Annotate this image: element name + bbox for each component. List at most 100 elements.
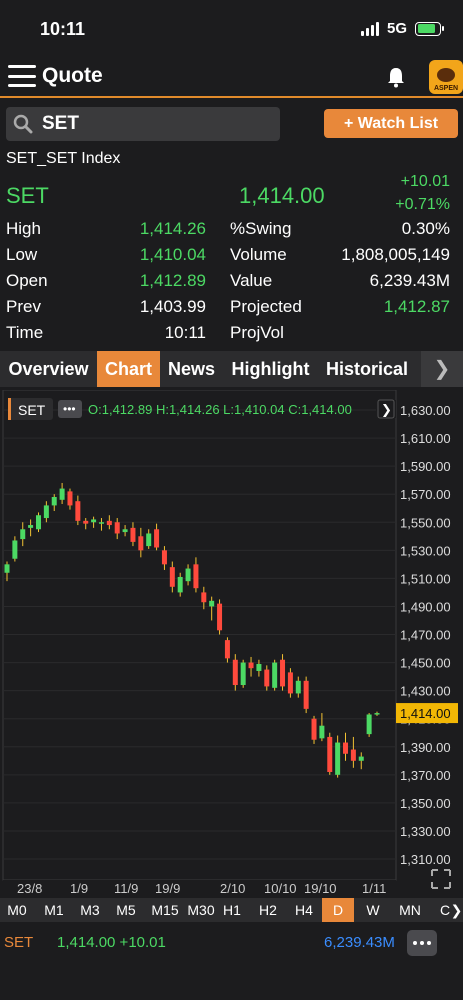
candle	[35, 515, 41, 530]
search-icon	[13, 114, 33, 134]
candle	[366, 714, 372, 735]
stat-label: %Swing	[230, 219, 292, 238]
chart-header-expand-icon[interactable]: ❯	[381, 402, 392, 418]
stat-label: High	[6, 219, 41, 238]
y-tick-label: 1,590.00	[400, 459, 451, 474]
network-type: 5G	[386, 20, 407, 37]
candle	[146, 533, 152, 547]
candle	[374, 713, 380, 715]
timeframe-h4[interactable]: H4	[295, 902, 313, 918]
candle	[311, 718, 317, 740]
more-options-button[interactable]	[407, 930, 437, 956]
stat-value: 1,412.89	[139, 271, 206, 290]
stat-row: Prev 1,403.99 Projected 1,412.87	[0, 297, 463, 323]
candle	[209, 600, 215, 607]
timeframe-c[interactable]: C	[439, 902, 451, 918]
candle	[224, 640, 230, 659]
fullscreen-icon[interactable]	[430, 868, 452, 890]
bell-icon[interactable]	[386, 66, 406, 88]
chart-symbol[interactable]: SET	[18, 402, 46, 418]
status-bar: 10:11 5G	[0, 0, 463, 56]
candle	[51, 496, 57, 506]
logo-emblem-icon	[437, 68, 455, 82]
candle	[154, 529, 160, 548]
candlestick-chart[interactable]: 1,630.00 1,610.00 1,590.00 1,570.00 1,550.00…	[0, 389, 463, 898]
candle	[161, 550, 167, 565]
stat-row: Low 1,410.04 Volume 1,808,005,149	[0, 245, 463, 271]
more-dots-icon: •••	[63, 402, 76, 416]
x-tick-label: 19/10	[304, 881, 337, 896]
y-tick-label: 1,450.00	[400, 656, 451, 671]
candle	[319, 725, 325, 739]
tab-highlight[interactable]: Highlight	[231, 359, 310, 379]
candle	[12, 540, 18, 559]
timeframe-selector: M0 M1 M3 M5 M15 M30 H1 H2 H4 D W MN C ❯	[0, 898, 463, 922]
candle	[232, 659, 238, 686]
candle	[91, 519, 97, 523]
percent-change: +0.71%	[395, 196, 450, 213]
timeframe-m5[interactable]: M5	[116, 902, 136, 918]
candle	[59, 488, 65, 500]
tab-historical[interactable]: Historical	[325, 359, 409, 379]
y-tick-label: 1,430.00	[400, 684, 451, 699]
timeframe-h1[interactable]: H1	[223, 902, 241, 918]
stat-label: Low	[6, 245, 38, 264]
y-tick-label: 1,630.00	[400, 403, 451, 418]
timeframe-w[interactable]: W	[366, 902, 380, 918]
stat-row: Open 1,412.89 Value 6,239.43M	[0, 271, 463, 297]
candle	[75, 501, 81, 521]
candle	[358, 756, 364, 761]
candle	[130, 527, 136, 542]
y-tick-label: 1,610.00	[400, 431, 451, 446]
y-tick-label: 1,570.00	[400, 487, 451, 502]
chart-options-button[interactable]	[58, 400, 82, 418]
timeframe-m0[interactable]: M0	[7, 902, 27, 918]
tab-news[interactable]: News	[167, 359, 216, 379]
status-indicators: 5G	[360, 20, 444, 37]
y-tick-label: 1,370.00	[400, 768, 451, 783]
timeframe-m30[interactable]: M30	[187, 902, 215, 918]
timeframe-d[interactable]: D	[322, 898, 354, 922]
stat-label: Prev	[6, 297, 41, 316]
x-tick-label: 11/9	[114, 881, 138, 896]
candle	[98, 522, 104, 524]
bottom-symbol[interactable]: SET	[4, 934, 34, 951]
bottom-quote-bar: SET 1,414.00 +10.01 6,239.43M	[0, 922, 463, 1000]
timeframe-m3[interactable]: M3	[80, 902, 100, 918]
x-tick-label: 19/9	[155, 881, 180, 896]
stat-value: 1,412.87	[383, 297, 450, 316]
candle	[272, 662, 278, 688]
candle	[264, 669, 270, 687]
candle	[217, 603, 223, 631]
candle	[248, 662, 254, 669]
candle	[343, 742, 349, 754]
candle	[303, 680, 309, 709]
candle	[335, 742, 341, 775]
stat-value: 1,808,005,149	[341, 245, 450, 264]
timeframe-scroll-right-icon[interactable]: ❯	[450, 898, 463, 922]
y-tick-label: 1,350.00	[400, 796, 451, 811]
menu-icon[interactable]	[8, 65, 36, 87]
stat-label: Volume	[230, 245, 287, 264]
timeframe-h2[interactable]: H2	[259, 902, 277, 918]
tab-overview[interactable]: Overview	[8, 359, 89, 379]
candle	[350, 749, 356, 761]
x-axis	[3, 880, 396, 898]
timeframe-m15[interactable]: M15	[151, 902, 179, 918]
candle	[138, 536, 144, 551]
add-watch-list-button[interactable]: + Watch List	[324, 109, 458, 138]
tab-chart[interactable]: Chart	[97, 351, 160, 387]
candle	[106, 520, 112, 526]
tabs-scroll-right-icon[interactable]: ❯	[421, 351, 463, 387]
price-chart[interactable]: 1,630.00 1,610.00 1,590.00 1,570.00 1,550.00…	[0, 389, 463, 898]
timeframe-mn[interactable]: MN	[399, 902, 421, 918]
broker-logo[interactable]: ASPEN	[429, 60, 463, 94]
timeframe-m1[interactable]: M1	[44, 902, 64, 918]
candle	[295, 680, 301, 694]
candle	[287, 672, 293, 694]
stat-row: Time 10:11 ProjVol	[0, 323, 463, 349]
last-price-marker	[396, 703, 458, 724]
symbol-search-input[interactable]: SET	[6, 107, 280, 141]
candle	[4, 564, 10, 573]
stat-label: Value	[230, 271, 273, 290]
